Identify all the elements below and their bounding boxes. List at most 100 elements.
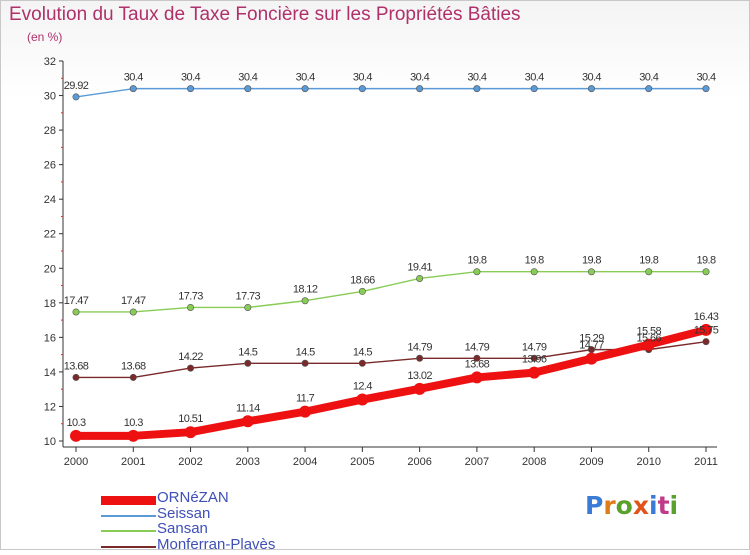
y-tick-label: 26 [44,160,56,172]
data-point [244,85,252,93]
data-point [587,268,595,276]
series-0 [70,323,712,442]
data-label: 17.47 [121,295,146,307]
data-point [72,308,80,316]
data-point [530,354,538,362]
y-tick-label: 20 [44,263,56,275]
data-point [645,85,653,93]
data-point [416,354,424,362]
data-point [587,85,595,93]
data-label: 14.5 [238,346,257,358]
data-label: 13.96 [522,354,547,366]
data-point [585,352,598,365]
data-label: 29.92 [64,80,89,92]
chart-title: Evolution du Taux de Taxe Foncière sur l… [9,4,521,25]
data-label: 18.66 [350,274,375,286]
data-point [530,268,538,276]
data-label: 16.43 [694,311,719,323]
data-point [530,85,538,93]
data-point [702,85,710,93]
x-tick-label: 2008 [522,456,546,468]
data-label: 18.12 [293,284,318,296]
data-point [702,268,710,276]
x-tick-label: 2000 [64,456,88,468]
data-point [358,85,366,93]
data-label: 13.68 [121,360,146,372]
data-label: 10.51 [178,413,203,425]
x-tick-label: 2009 [579,456,603,468]
x-tick-label: 2006 [407,456,431,468]
data-point [127,429,140,442]
data-point [184,426,197,439]
legend-swatch [101,530,156,532]
data-label: 30.4 [353,72,372,84]
data-point [187,364,195,372]
data-labels: 10.3 10.3 10.51 11.14 11.7 12.4 13.02 13.68 13.9… [64,72,720,429]
y-tick-label: 28 [44,125,56,137]
legend-label: ORNéZAN [157,489,229,506]
data-point [416,274,424,282]
series-line [75,87,707,98]
data-label: 10.3 [124,417,143,429]
data-point [244,303,252,311]
x-tick-label: 2001 [121,456,145,468]
x-tick-label: 2007 [465,456,489,468]
y-tick-label: 12 [44,401,56,413]
data-label: 12.4 [353,381,372,393]
data-label: 19.8 [582,255,601,267]
y-tick-label: 22 [44,229,56,241]
y-tick-label: 10 [44,436,56,448]
data-point [473,268,481,276]
data-label: 15.58 [636,326,661,338]
data-point [642,338,655,351]
data-label: 19.8 [696,255,715,267]
data-point [700,323,712,336]
data-label: 13.68 [465,358,490,370]
data-label: 30.4 [296,72,315,84]
legend-label: Monferran-Plavès [157,535,276,553]
data-label: 14.77 [579,340,604,352]
data-point [702,338,710,346]
x-tick-label: 2003 [236,456,260,468]
data-label: 10.3 [66,417,85,429]
data-label: 30.4 [124,72,143,84]
data-label: 30.4 [696,72,715,84]
data-label: 19.8 [467,255,486,267]
data-label: 15.29 [579,333,604,345]
data-point [72,373,80,381]
y-axis-unit: (en %) [27,30,63,44]
data-point [72,93,80,101]
data-point [129,85,137,93]
data-label: 17.47 [64,295,89,307]
data-label: 30.4 [639,72,658,84]
x-tick-label: 2004 [293,456,317,468]
data-label: 30.4 [467,72,486,84]
series-1 [72,85,710,101]
data-point [416,85,424,93]
series-2 [72,268,710,316]
data-label: 19.8 [639,255,658,267]
data-label: 14.5 [353,346,372,358]
y-tick-label: 32 [44,56,56,68]
series-3 [72,338,710,381]
data-point [301,85,309,93]
data-label: 15.66 [636,333,661,345]
x-tick-label: 2010 [636,456,660,468]
data-label: 30.4 [410,72,429,84]
data-point [358,359,366,367]
x-tick-label: 2011 [694,456,718,468]
data-point [70,429,82,442]
legend-swatch [101,545,156,548]
data-point [301,297,309,305]
data-label: 30.4 [238,72,257,84]
data-point [470,371,483,384]
data-point [358,287,366,295]
data-point [528,366,541,379]
data-point [299,405,312,418]
y-tick-label: 16 [44,332,56,344]
data-label: 14.79 [465,341,490,353]
data-point [473,85,481,93]
data-label: 14.5 [296,346,315,358]
